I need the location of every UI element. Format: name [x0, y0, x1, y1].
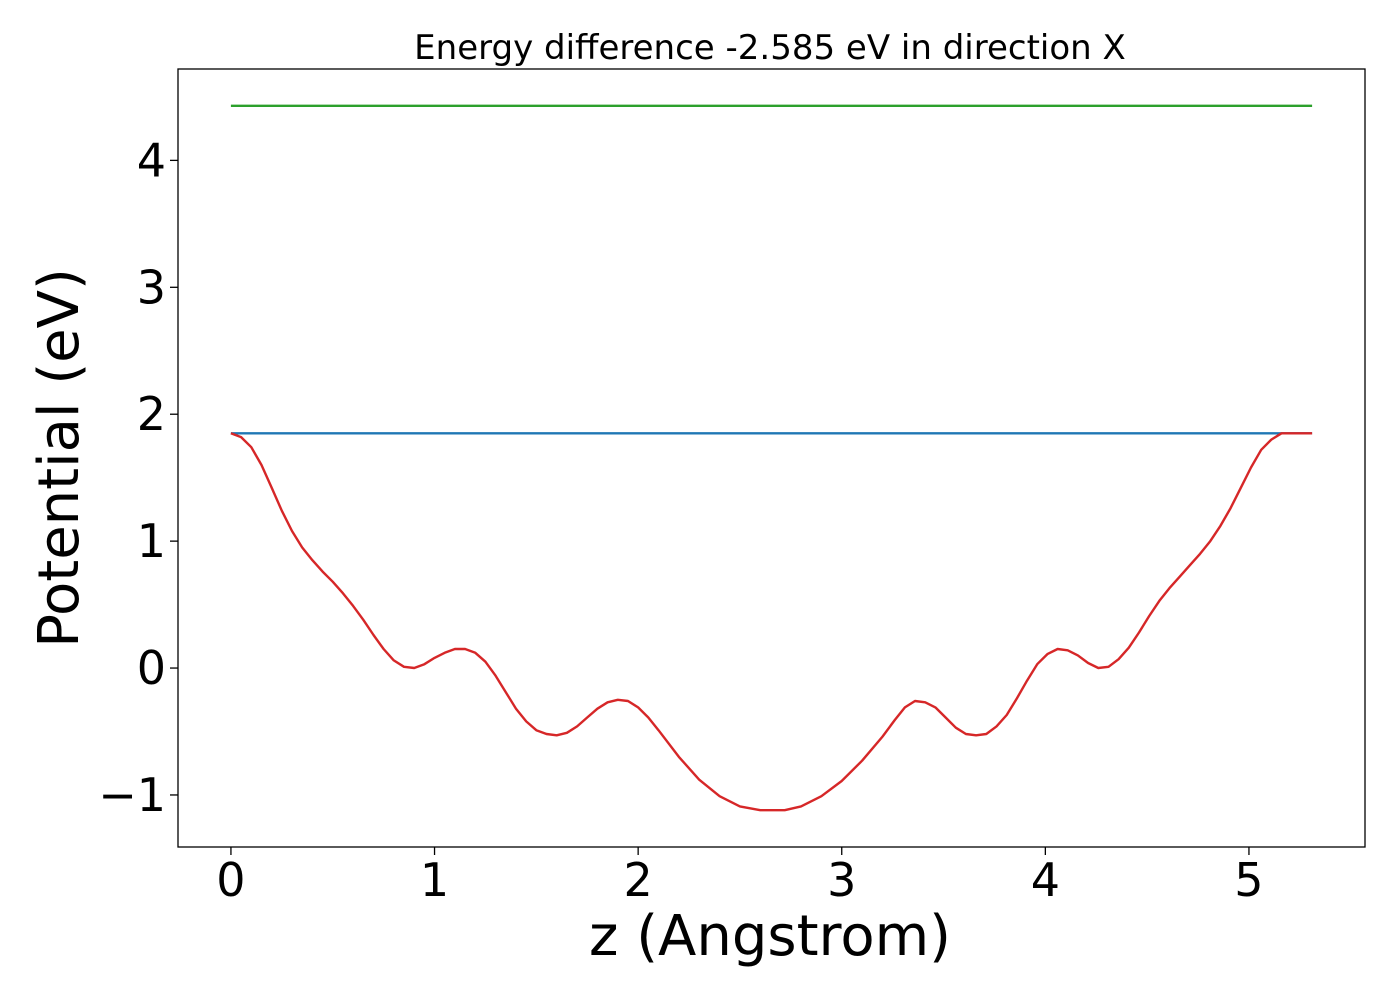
x-tick-label: 0	[216, 853, 245, 907]
series-line-2	[230, 432, 1313, 812]
x-tick-label: 4	[1031, 853, 1060, 907]
y-tick-label: 0	[137, 641, 166, 695]
series-lines	[230, 104, 1313, 812]
y-tick-label: 2	[137, 387, 166, 441]
x-tick-label: 1	[420, 853, 449, 907]
y-tick-label: −1	[98, 768, 166, 822]
y-tick-label: 3	[137, 260, 166, 314]
plot-area-frame	[177, 68, 1366, 848]
x-axis-label: z (Angstrom)	[589, 904, 951, 969]
y-axis-label: Potential (eV)	[27, 268, 92, 648]
x-tick-label: 2	[624, 853, 653, 907]
x-tick-label: 5	[1234, 853, 1263, 907]
chart-title: Energy difference -2.585 eV in direction…	[414, 28, 1126, 68]
axis-ticks: 0 1 2 3 4 5 −1 0 1 2 3 4	[98, 133, 1263, 907]
y-tick-label: 1	[137, 514, 166, 568]
x-tick-label: 3	[827, 853, 856, 907]
y-tick-label: 4	[137, 133, 166, 187]
